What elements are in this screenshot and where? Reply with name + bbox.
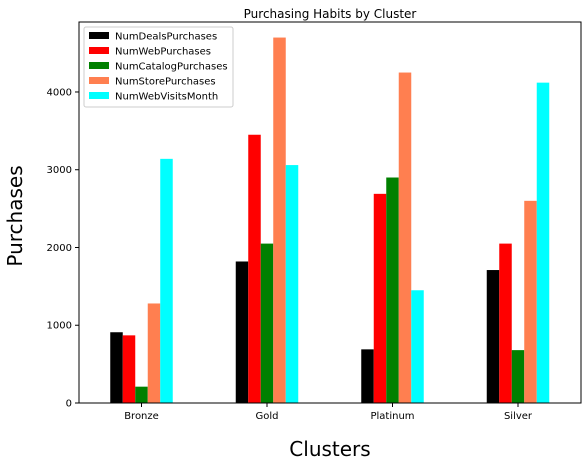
bars-layer [110, 37, 550, 403]
legend-swatch [89, 47, 109, 54]
x-axis-label: Clusters [289, 437, 370, 461]
y-tick-label: 2000 [47, 243, 72, 254]
bar-NumCatalogPurchases-Gold [260, 243, 274, 403]
legend-swatch [89, 32, 109, 39]
legend-swatch [89, 92, 109, 99]
legend-box [83, 26, 234, 108]
bar-NumWebVisitsMonth-Platinum [411, 290, 424, 403]
bar-NumDealsPurchases-Platinum [361, 349, 374, 403]
legend-swatch [89, 62, 109, 69]
bar-NumWebVisitsMonth-Silver [536, 82, 550, 403]
bar-NumWebVisitsMonth-Bronze [160, 158, 173, 403]
bar-NumWebVisitsMonth-Gold [285, 165, 299, 403]
x-tick-label: Bronze [124, 411, 159, 422]
y-axis-label: Purchases [3, 165, 27, 266]
bar-NumStorePurchases-Gold [273, 37, 286, 403]
x-tick-label: Platinum [370, 411, 414, 422]
bar-NumStorePurchases-Platinum [398, 72, 412, 403]
legend-label: NumStorePurchases [115, 77, 216, 88]
x-tick-label: Silver [504, 411, 533, 422]
y-axis: 0 1000 2000 3000 4000 [47, 87, 79, 410]
x-tick-label: Gold [256, 411, 279, 422]
bar-NumCatalogPurchases-Platinum [386, 177, 399, 403]
bar-NumWebPurchases-Gold [248, 134, 261, 403]
legend-swatch [89, 77, 109, 84]
bar-NumDealsPurchases-Gold [235, 261, 249, 403]
bar-NumDealsPurchases-Bronze [110, 332, 123, 403]
legend: NumDealsPurchases NumWebPurchases NumCatal… [83, 26, 234, 108]
y-tick-label: 0 [66, 399, 72, 410]
y-tick-label: 4000 [47, 87, 72, 98]
chart-title: Purchasing Habits by Cluster [244, 7, 417, 21]
bar-NumWebPurchases-Bronze [122, 335, 136, 403]
y-tick-label: 3000 [47, 165, 72, 176]
x-axis: Bronze Gold Platinum Silver [124, 403, 533, 422]
bar-NumStorePurchases-Silver [524, 200, 537, 403]
bar-NumWebPurchases-Silver [499, 243, 512, 403]
plot-frame [78, 21, 582, 404]
bar-NumWebPurchases-Platinum [373, 193, 387, 403]
y-tick-label: 1000 [47, 321, 72, 332]
bar-NumStorePurchases-Bronze [147, 303, 161, 403]
bar-NumCatalogPurchases-Silver [511, 350, 525, 403]
legend-label: NumDealsPurchases [115, 32, 217, 43]
legend-label: NumWebPurchases [115, 47, 211, 58]
legend-label: NumCatalogPurchases [115, 62, 228, 73]
bar-NumCatalogPurchases-Bronze [135, 386, 148, 403]
bar-NumDealsPurchases-Silver [486, 270, 500, 403]
legend-label: NumWebVisitsMonth [115, 92, 218, 103]
